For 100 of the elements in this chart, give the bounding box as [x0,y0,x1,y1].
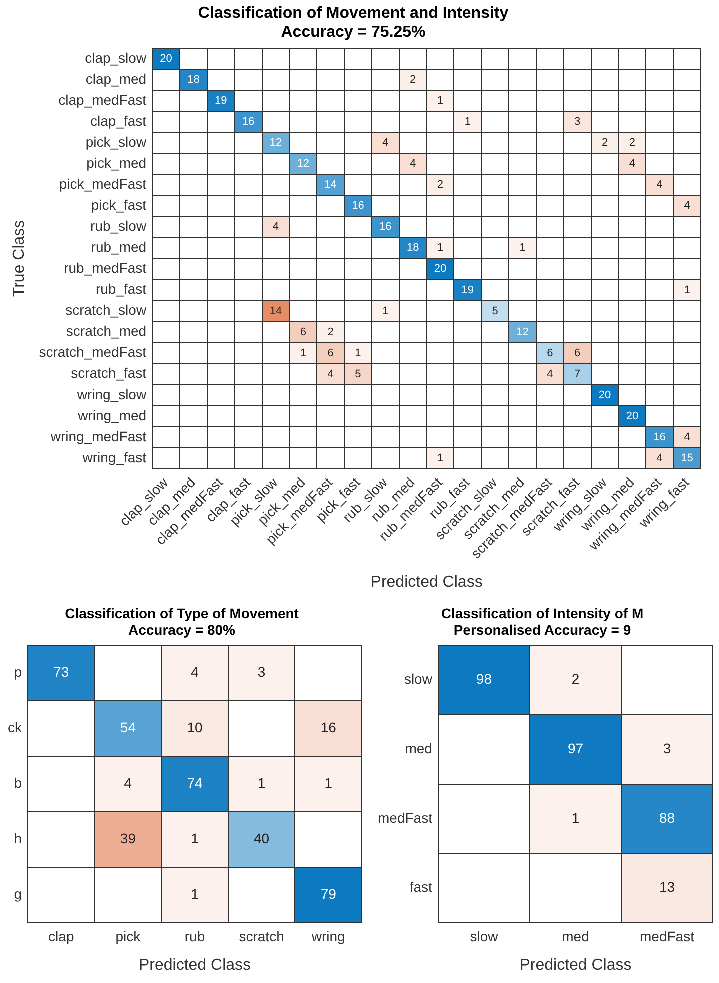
data-label: 18 [406,242,420,254]
data-label: 1 [191,830,200,847]
y-tick-label: p [14,664,22,680]
data-label: 19 [462,284,474,296]
data-label: 1 [300,347,306,360]
data-label: 54 [120,720,136,736]
data-label: 3 [258,664,266,680]
data-label: 98 [476,671,492,688]
chart-subtitle: Personalised Accuracy = 9 [454,622,632,638]
data-label: 2 [629,137,636,150]
y-tick-label: pick_slow [86,134,148,150]
x-tick-label: wring [310,928,346,944]
data-label: 4 [328,368,334,380]
y-tick-label: rub_med [91,239,147,256]
y-tick-label: wring_slow [76,386,148,402]
data-label: 40 [254,830,270,847]
data-label: 1 [437,242,444,254]
y-tick-label: wring_med [77,407,147,424]
data-label: 4 [684,200,690,212]
data-label: 7 [574,368,581,380]
data-label: 15 [681,452,694,465]
data-label: 79 [320,886,337,902]
data-label: 2 [437,179,444,192]
x-axis-title: Predicted Class [520,956,632,974]
y-tick-label: b [14,775,22,792]
data-label: 1 [572,810,580,826]
y-tick-label: clap_slow [85,50,148,66]
x-tick-label: pick [116,928,142,944]
data-label: 14 [324,179,337,192]
x-tick-label: clap [48,928,74,944]
y-tick-label: pick_med [86,154,147,171]
data-label: 1 [382,305,389,318]
data-label: 4 [684,431,690,444]
y-tick-label: pick_medFast [59,176,147,192]
data-label: 6 [300,326,306,338]
x-tick-label: medFast [640,928,695,944]
chart-title: Classification of Type of Movement [65,605,300,622]
x-tick-label: med [562,928,590,944]
x-axis-title: Predicted Class [138,956,252,974]
y-tick-label: g [14,886,22,902]
data-label: 14 [270,305,282,318]
data-label: 1 [258,775,266,792]
data-label: 3 [574,116,581,128]
data-label: 1 [324,775,333,792]
data-label: 1 [437,452,444,465]
data-label: 1 [520,242,526,254]
data-label: 2 [572,671,580,688]
data-label: 2 [328,326,334,338]
y-tick-label: h [14,830,22,847]
data-label: 4 [547,368,554,380]
data-label: 3 [663,740,672,756]
data-label: 1 [191,886,200,902]
data-label: 5 [355,368,362,380]
data-label: 2 [602,137,608,150]
data-label: 1 [684,284,690,296]
data-label: 2 [410,74,416,86]
data-label: 5 [492,305,498,318]
y-tick-label: rub_fast [96,281,147,298]
data-label: 74 [187,775,203,792]
data-label: 20 [626,410,639,422]
y-tick-label: wring_fast [82,449,147,466]
data-label: 4 [272,221,280,234]
chart-title: Classification of Movement and Intensity [198,5,509,22]
data-label: 4 [656,452,663,465]
y-tick-label: scratch_med [66,323,147,340]
y-tick-label: rub_medFast [64,260,147,276]
data-label: 4 [382,137,389,150]
y-tick-label: scratch_medFast [39,344,147,360]
y-tick-label: wring_medFast [50,428,147,444]
data-label: 4 [410,158,416,170]
data-label: 16 [654,431,666,444]
y-tick-label: scratch_slow [66,302,148,318]
y-tick-label: med [405,740,432,756]
y-tick-label: rub_slow [90,218,148,234]
data-label: 16 [380,221,392,234]
data-label: 88 [659,810,676,826]
data-label: 16 [320,720,337,736]
x-axis-title: Predicted Class [370,574,483,591]
data-label: 20 [598,389,612,402]
data-label: 1 [464,116,471,128]
x-tick-label: slow [470,928,500,944]
data-label: 19 [215,95,228,108]
data-label: 1 [437,95,444,108]
data-label: 20 [434,263,447,276]
data-label: 18 [188,74,200,86]
data-label: 97 [568,740,584,756]
data-label: 4 [629,158,636,170]
x-tick-label: rub [184,928,206,944]
y-tick-label: fast [410,879,433,896]
chart-subtitle: Accuracy = 75.25% [281,24,426,42]
data-label: 39 [120,830,136,847]
y-axis-title: True Class [11,220,28,298]
data-label: 6 [574,347,581,360]
data-label: 6 [328,347,334,360]
data-label: 73 [54,664,70,680]
chart-title: Classification of Intensity of M [441,605,644,622]
data-label: 4 [656,179,663,192]
data-label: 13 [659,879,676,896]
y-tick-label: ck [8,720,23,736]
data-label: 1 [355,347,362,360]
